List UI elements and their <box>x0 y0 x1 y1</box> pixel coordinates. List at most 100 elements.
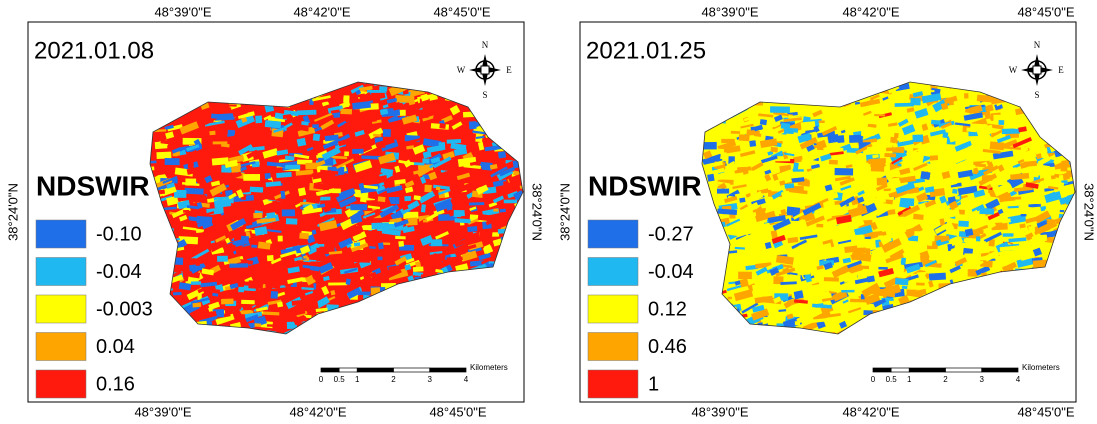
map-pixel <box>459 133 474 146</box>
map-pixel <box>756 106 769 113</box>
map-pixel <box>262 148 279 159</box>
map-pixel <box>735 234 751 247</box>
map-pixel <box>814 207 831 215</box>
map-pixel <box>247 315 268 329</box>
map-pixel <box>1007 120 1019 130</box>
map-pixel <box>960 198 971 205</box>
map-pixel <box>759 119 768 126</box>
map-pixel <box>751 308 770 321</box>
map-pixel <box>204 120 225 127</box>
map-pixel <box>469 160 481 166</box>
map-pixel <box>846 260 863 269</box>
map-pixel <box>475 184 489 195</box>
map-pixel <box>1060 163 1068 172</box>
map-pixel <box>217 255 228 262</box>
map-pixel <box>808 130 823 136</box>
map-pixel <box>503 199 518 204</box>
map-pixel <box>884 167 901 180</box>
map-pixel <box>1001 128 1020 135</box>
map-pixel <box>270 291 279 299</box>
map-pixel <box>285 218 298 225</box>
map-pixel <box>741 302 759 314</box>
map-pixel <box>381 242 391 245</box>
map-pixel <box>368 127 384 140</box>
map-pixel <box>895 182 916 194</box>
map-pixel <box>861 282 881 298</box>
scale-unit: Kilometers <box>470 363 508 372</box>
scale-label: 4 <box>464 375 469 384</box>
map-pixel <box>901 285 908 290</box>
map-pixel <box>360 222 366 227</box>
legend-label: -0.04 <box>648 261 694 283</box>
map-pixel <box>729 160 736 166</box>
map-pixel <box>419 176 427 184</box>
map-pixel <box>891 156 903 165</box>
map-pixel <box>848 307 862 314</box>
map-pixel <box>467 226 478 233</box>
map-pixel <box>971 246 979 253</box>
map-pixel <box>775 254 794 265</box>
scale-segment <box>320 367 340 373</box>
map-pixel <box>976 124 994 137</box>
map-pixel <box>943 95 958 105</box>
bottom-coord-label: 48°42'0"E <box>289 404 346 419</box>
map-pixel <box>739 197 746 203</box>
scale-unit: Kilometers <box>1022 363 1060 372</box>
map-pixel <box>246 149 259 159</box>
map-pixel <box>171 206 191 219</box>
legend-swatch <box>587 219 639 249</box>
map-pixel <box>883 188 891 192</box>
legend-swatch <box>587 369 639 399</box>
map-pixel <box>346 287 362 299</box>
map-pixel <box>333 253 344 263</box>
map-pixel <box>264 172 271 180</box>
map-pixel <box>912 134 924 143</box>
map-pixel <box>779 198 801 207</box>
map-pixel <box>812 303 832 309</box>
map-pixel <box>824 169 836 181</box>
map-pixel <box>702 160 723 170</box>
map-pixel <box>827 134 839 144</box>
map-pixel <box>795 251 809 255</box>
map-pixel <box>814 177 828 182</box>
map-pixel <box>446 256 463 262</box>
map-pixel <box>783 117 802 123</box>
map-pixel <box>353 275 372 288</box>
map-pixel <box>845 164 853 169</box>
map-pixel <box>404 180 415 189</box>
map-pixel <box>949 265 962 274</box>
map-pixel <box>948 200 959 211</box>
map-pixel <box>394 256 408 266</box>
map-pixel <box>478 252 492 261</box>
map-pixel <box>886 146 905 152</box>
map-pixel <box>955 161 964 168</box>
map-pixel <box>301 120 309 126</box>
map-pixel <box>921 123 929 131</box>
map-pixel <box>1001 261 1017 273</box>
map-pixel <box>477 213 492 222</box>
map-pixel <box>177 152 195 160</box>
map-pixel <box>394 165 401 173</box>
map-pixel <box>758 113 774 118</box>
map-pixel <box>493 208 499 212</box>
map-pixel <box>738 178 745 184</box>
map-pixel <box>944 113 956 122</box>
map-pixel <box>265 279 281 289</box>
map-pixel <box>861 96 871 103</box>
map-pixel <box>523 293 537 303</box>
map-pixel <box>241 116 248 123</box>
date-label: 2021.01.25 <box>586 37 706 64</box>
map-pixel <box>227 129 236 135</box>
compass-s: S <box>482 90 487 100</box>
map-pixel <box>855 143 873 155</box>
map-pixel <box>344 151 349 157</box>
map-pixel <box>806 144 815 152</box>
map-pixel <box>810 221 815 225</box>
map-pixel <box>1035 149 1044 155</box>
map-pixel <box>279 325 285 333</box>
map-pixel <box>182 226 197 231</box>
map-pixel <box>446 138 462 144</box>
map-pixel <box>199 183 205 187</box>
map-pixel <box>802 202 822 216</box>
map-pixel <box>351 254 371 263</box>
